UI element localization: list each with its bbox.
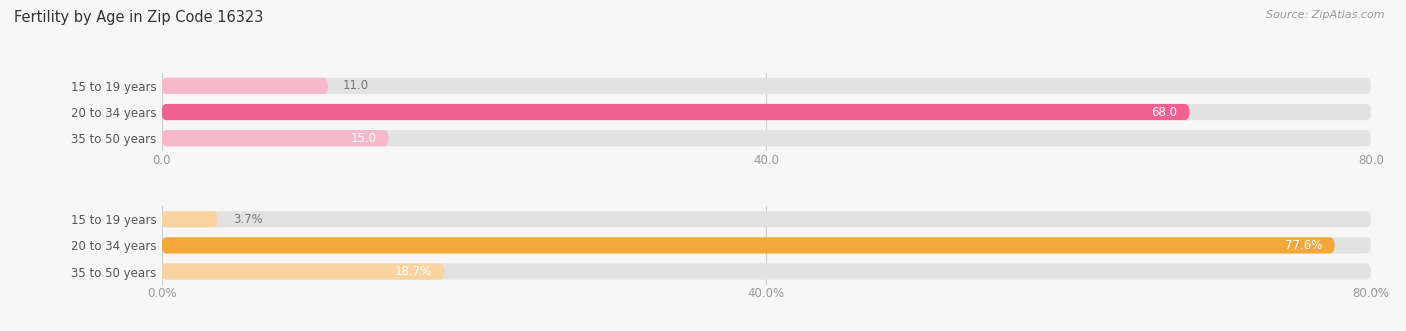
Text: Source: ZipAtlas.com: Source: ZipAtlas.com xyxy=(1267,10,1385,20)
FancyBboxPatch shape xyxy=(162,211,218,227)
Text: 68.0: 68.0 xyxy=(1152,106,1177,118)
Text: Fertility by Age in Zip Code 16323: Fertility by Age in Zip Code 16323 xyxy=(14,10,263,25)
FancyBboxPatch shape xyxy=(162,211,1371,227)
Text: 77.6%: 77.6% xyxy=(1285,239,1323,252)
FancyBboxPatch shape xyxy=(162,130,388,146)
Text: 3.7%: 3.7% xyxy=(233,213,263,226)
FancyBboxPatch shape xyxy=(162,237,1371,254)
FancyBboxPatch shape xyxy=(162,78,1371,94)
FancyBboxPatch shape xyxy=(162,263,1371,280)
FancyBboxPatch shape xyxy=(162,130,1371,146)
FancyBboxPatch shape xyxy=(162,263,444,280)
FancyBboxPatch shape xyxy=(162,104,1371,120)
Text: 11.0: 11.0 xyxy=(343,79,370,92)
FancyBboxPatch shape xyxy=(162,78,328,94)
FancyBboxPatch shape xyxy=(162,104,1189,120)
Text: 15.0: 15.0 xyxy=(350,132,377,145)
Text: 18.7%: 18.7% xyxy=(395,265,432,278)
FancyBboxPatch shape xyxy=(162,237,1334,254)
